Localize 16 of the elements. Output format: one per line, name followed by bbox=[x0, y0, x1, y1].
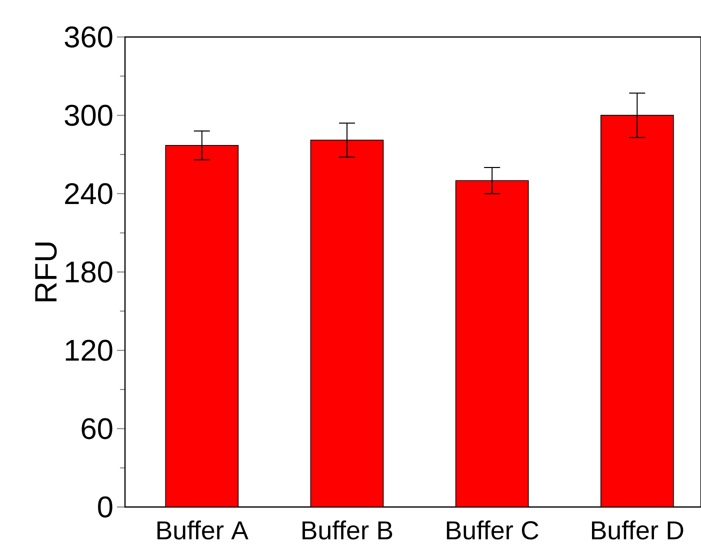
y-tick-label: 360 bbox=[64, 26, 112, 48]
y-tick-label: 0 bbox=[98, 496, 112, 518]
x-tick-label: Buffer A bbox=[157, 520, 248, 540]
y-tick-label: 240 bbox=[65, 183, 112, 204]
y-tick-label: 120 bbox=[66, 340, 112, 361]
y-tick-label: 300 bbox=[64, 104, 112, 126]
bar bbox=[165, 144, 239, 507]
bar bbox=[455, 180, 529, 507]
bar bbox=[310, 140, 384, 507]
y-tick-label: 60 bbox=[82, 418, 112, 440]
x-tick-label: Buffer D bbox=[592, 520, 684, 540]
x-tick-label: Buffer B bbox=[302, 520, 392, 540]
y-axis-title: RFU bbox=[35, 242, 57, 302]
bar bbox=[600, 114, 674, 507]
y-tick-label: 180 bbox=[66, 261, 112, 283]
x-tick-label: Buffer C bbox=[446, 520, 538, 540]
